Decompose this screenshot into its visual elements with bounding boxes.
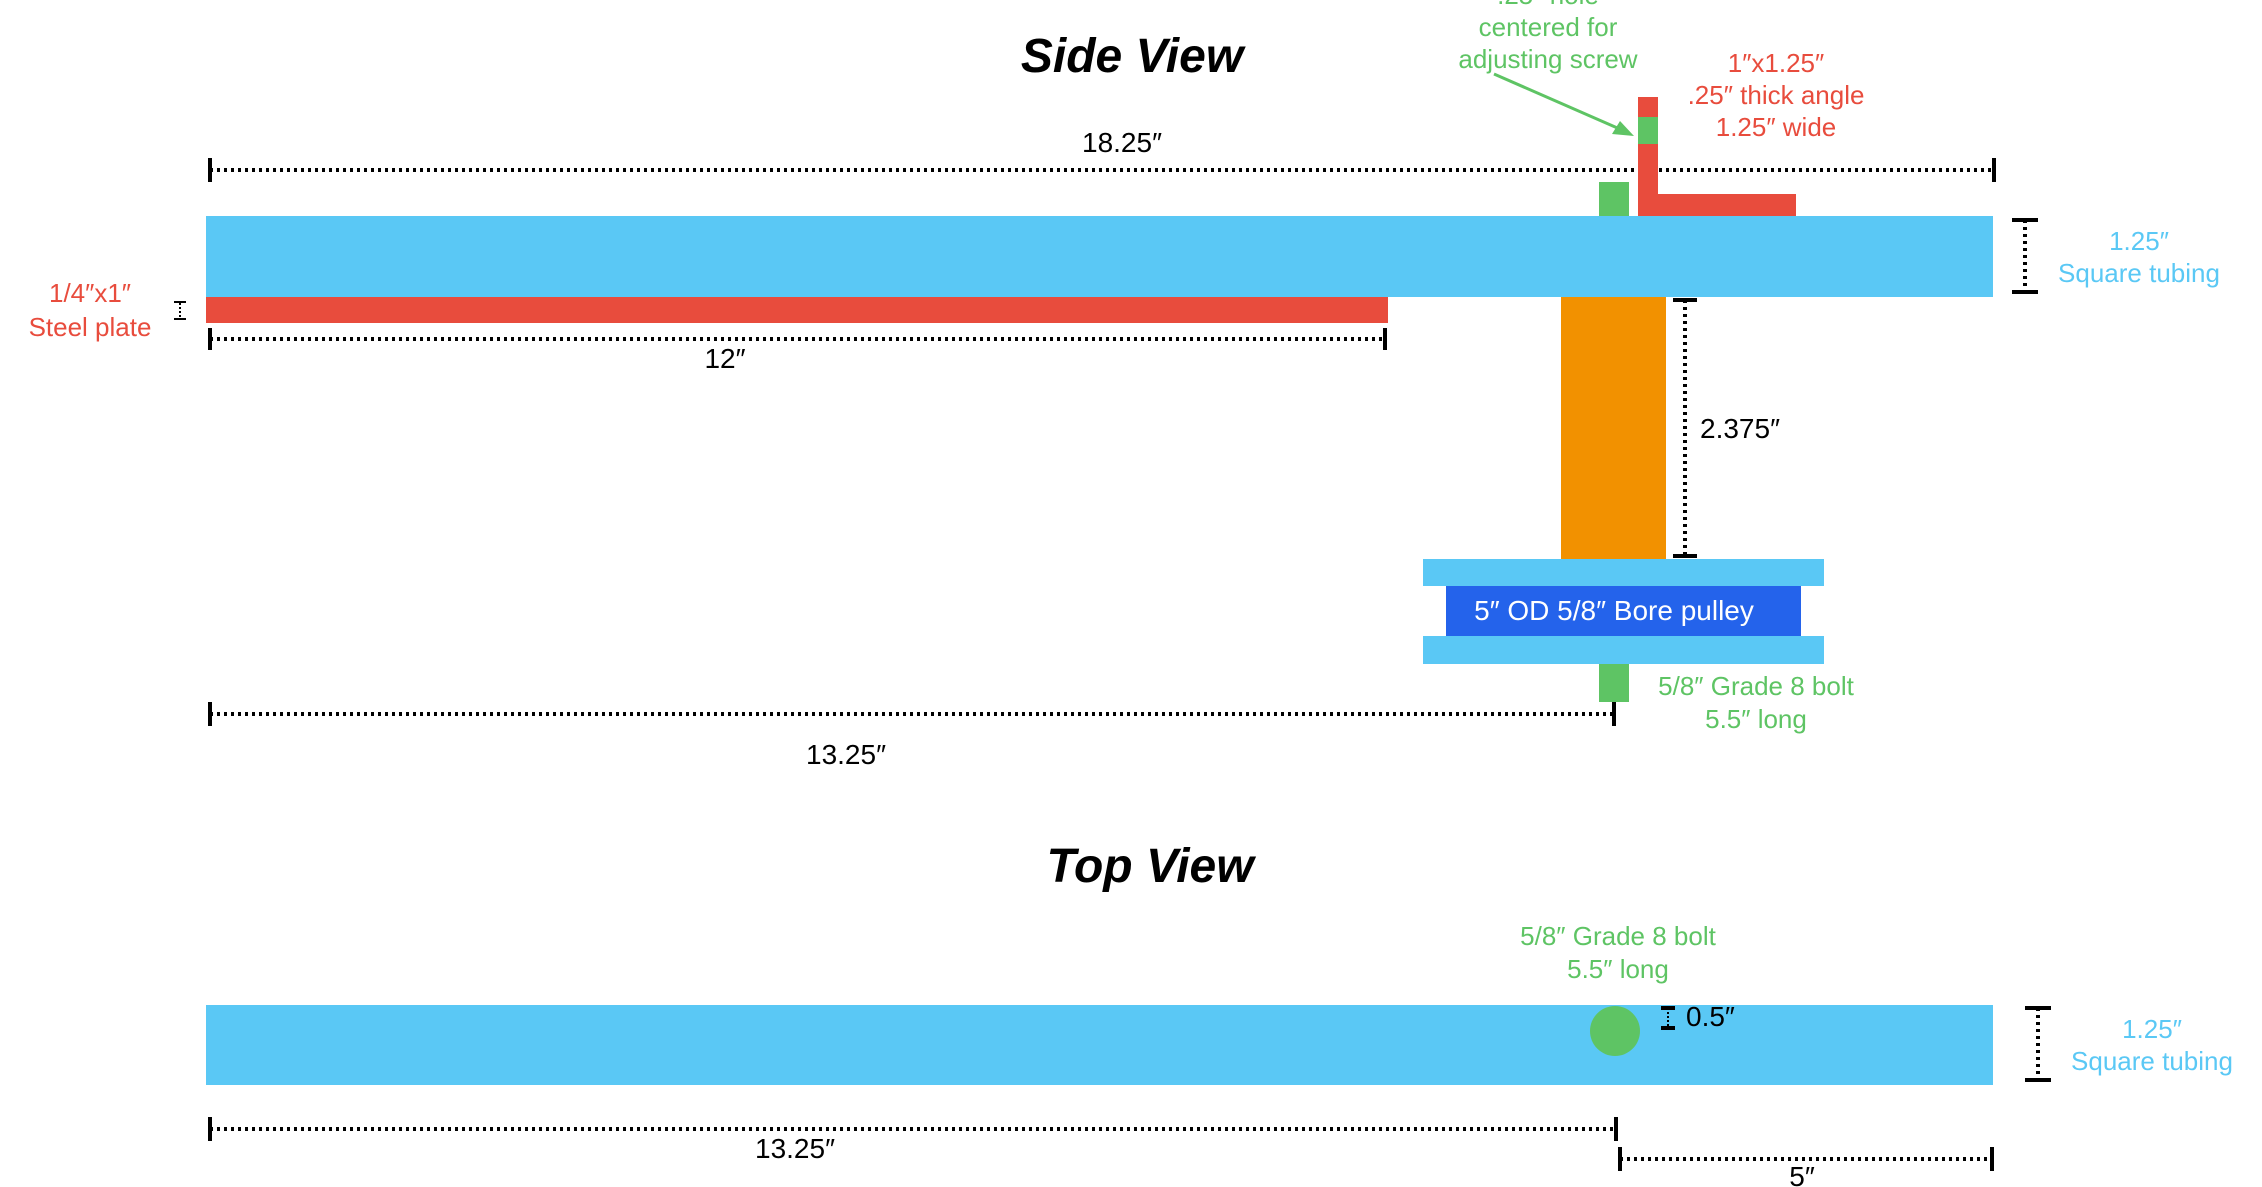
dimension-plate-thickness: [174, 301, 186, 320]
pulley-flange-bottom: [1423, 636, 1824, 664]
dimension-top-tubing-width: [2025, 1006, 2051, 1082]
square-tubing-side: [206, 216, 1993, 297]
side-view: Side View .25″ hole centered for adjusti…: [29, 0, 2220, 770]
side-view-title: Side View: [1021, 30, 1246, 83]
pulley-flange-top: [1423, 559, 1824, 586]
pulley-label: 5″ OD 5/8″ Bore pulley: [1474, 595, 1754, 626]
plate-note-line2: Steel plate: [29, 312, 152, 342]
dimension-bolt-offset: 13.25″: [208, 702, 1616, 770]
dimension-spacer-length: 2.375″: [1673, 298, 1780, 558]
angle-flange: [1638, 194, 1796, 216]
dimension-top-bolt-offset: 13.25″: [208, 1117, 1618, 1164]
dimension-label: 0.5″: [1686, 1001, 1735, 1032]
tubing-note-line1: 1.25″: [2109, 226, 2169, 256]
hole-note: .25″ hole centered for adjusting screw: [1458, 0, 1638, 136]
angle-note-line1: 1″x1.25″: [1728, 48, 1824, 78]
steel-angle: [1638, 97, 1796, 216]
top-tubing-note-line2: Square tubing: [2071, 1046, 2233, 1076]
angle-upright-top: [1638, 97, 1658, 117]
hole-note-arrowhead: [1612, 121, 1634, 136]
top-view-title: Top View: [1046, 840, 1256, 893]
top-bolt-note-line2: 5.5″ long: [1567, 954, 1669, 984]
angle-note-line3: 1.25″ wide: [1716, 112, 1837, 142]
dimension-label: 5″: [1789, 1161, 1815, 1187]
plate-note-line1: 1/4″x1″: [49, 278, 131, 308]
angle-note-line2: .25″ thick angle: [1688, 80, 1865, 110]
top-tubing-note-line1: 1.25″: [2122, 1014, 2182, 1044]
dimension-tubing-height: [2012, 218, 2038, 294]
bolt-note-line2: 5.5″ long: [1705, 704, 1807, 734]
dimension-label: 12″: [704, 343, 745, 374]
adjusting-screw-hole: [1638, 117, 1658, 144]
bolt-head-top: [1599, 182, 1629, 216]
dimension-label: 13.25″: [806, 739, 886, 770]
angle-note: 1″x1.25″ .25″ thick angle 1.25″ wide: [1688, 48, 1865, 142]
bolt-end: [1599, 664, 1629, 702]
tubing-note-line2: Square tubing: [2058, 258, 2220, 288]
spacer: [1561, 297, 1666, 559]
square-tubing-top: [206, 1005, 1993, 1085]
hole-note-line3: adjusting screw: [1458, 44, 1637, 74]
dimension-label: 2.375″: [1700, 413, 1780, 444]
dimension-bolt-edge: 0.5″: [1661, 1001, 1735, 1032]
top-bolt-note-line1: 5/8″ Grade 8 bolt: [1520, 921, 1716, 951]
steel-plate: [206, 297, 1388, 323]
bolt-note-line1: 5/8″ Grade 8 bolt: [1658, 671, 1854, 701]
dimension-label: 13.25″: [755, 1133, 835, 1164]
dimension-label: 18.25″: [1082, 127, 1162, 158]
hole-note-arrow-line: [1493, 72, 1623, 132]
dimension-top-remaining: 5″: [1618, 1147, 1994, 1187]
hole-note-line2: centered for: [1479, 12, 1618, 42]
hole-note-line1: .25″ hole: [1497, 0, 1599, 10]
pulley-body: [1446, 586, 1801, 636]
top-view: Top View 5/8″ Grade 8 bolt 5.5″ long 0.5…: [206, 840, 2233, 1187]
bolt-circle: [1590, 1006, 1640, 1056]
dimension-plate-length: 12″: [208, 328, 1387, 374]
dimension-overall-length: 18.25″: [208, 127, 1996, 182]
